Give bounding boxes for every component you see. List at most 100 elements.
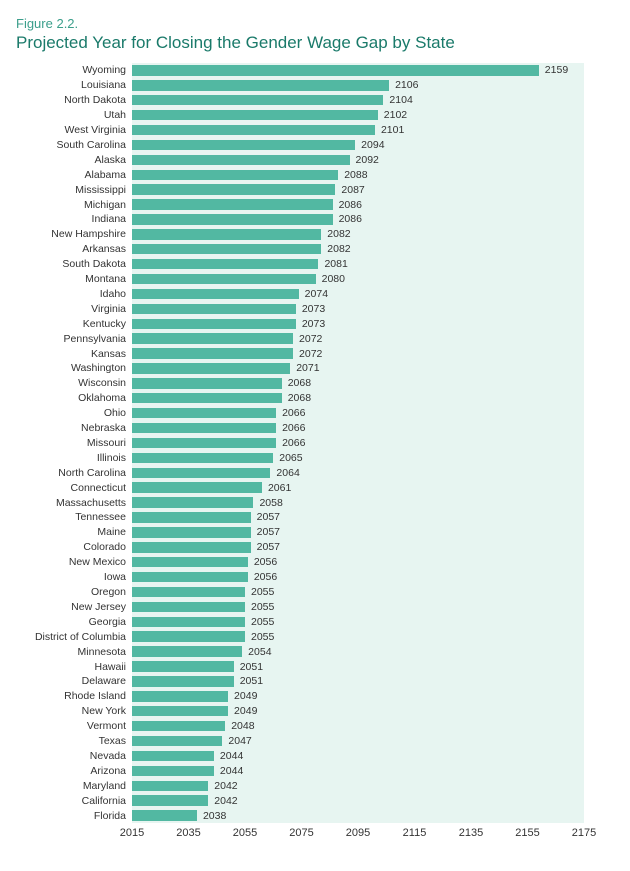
bar: 2055 bbox=[132, 587, 245, 597]
bar-row: Kansas2072 bbox=[132, 346, 584, 361]
bar: 2074 bbox=[132, 289, 299, 299]
value-label: 2068 bbox=[282, 392, 311, 404]
bar: 2082 bbox=[132, 229, 321, 239]
bar: 2101 bbox=[132, 125, 375, 135]
value-label: 2072 bbox=[293, 333, 322, 345]
bar: 2087 bbox=[132, 184, 335, 194]
bar: 2058 bbox=[132, 497, 253, 507]
bar: 2055 bbox=[132, 602, 245, 612]
category-label: Vermont bbox=[87, 720, 132, 732]
bar-row: West Virginia2101 bbox=[132, 123, 584, 138]
value-label: 2080 bbox=[316, 273, 345, 285]
bar-row: District of Columbia2055 bbox=[132, 629, 584, 644]
bar-row: Connecticut2061 bbox=[132, 480, 584, 495]
category-label: North Dakota bbox=[64, 94, 132, 106]
bar-row: South Carolina2094 bbox=[132, 138, 584, 153]
category-label: Wisconsin bbox=[78, 377, 132, 389]
x-tick: 2075 bbox=[289, 827, 313, 839]
bar: 2057 bbox=[132, 512, 251, 522]
value-label: 2088 bbox=[338, 169, 367, 181]
category-label: Mississippi bbox=[75, 184, 132, 196]
bar: 2102 bbox=[132, 110, 378, 120]
category-label: Kentucky bbox=[83, 318, 132, 330]
bar-row: Iowa2056 bbox=[132, 570, 584, 585]
x-tick: 2035 bbox=[176, 827, 200, 839]
bar-row: Alaska2092 bbox=[132, 152, 584, 167]
bar: 2072 bbox=[132, 333, 293, 343]
bar: 2104 bbox=[132, 95, 383, 105]
bar-row: Idaho2074 bbox=[132, 287, 584, 302]
bar: 2106 bbox=[132, 80, 389, 90]
value-label: 2056 bbox=[248, 556, 277, 568]
value-label: 2082 bbox=[321, 243, 350, 255]
bar-row: Indiana2086 bbox=[132, 212, 584, 227]
value-label: 2048 bbox=[225, 720, 254, 732]
value-label: 2102 bbox=[378, 109, 407, 121]
bar: 2081 bbox=[132, 259, 318, 269]
category-label: Idaho bbox=[100, 288, 132, 300]
category-label: Wyoming bbox=[82, 64, 132, 76]
bar-row: Mississippi2087 bbox=[132, 182, 584, 197]
value-label: 2044 bbox=[214, 750, 243, 762]
bar-row: South Dakota2081 bbox=[132, 257, 584, 272]
bar: 2057 bbox=[132, 527, 251, 537]
category-label: Alabama bbox=[85, 169, 132, 181]
value-label: 2086 bbox=[333, 213, 362, 225]
value-label: 2057 bbox=[251, 511, 280, 523]
bar-row: New Hampshire2082 bbox=[132, 227, 584, 242]
bar-chart: Wyoming2159Louisiana2106North Dakota2104… bbox=[132, 63, 584, 823]
bar-row: North Carolina2064 bbox=[132, 465, 584, 480]
category-label: Virginia bbox=[91, 303, 132, 315]
bar: 2086 bbox=[132, 214, 333, 224]
bar-row: Louisiana2106 bbox=[132, 78, 584, 93]
bar: 2056 bbox=[132, 557, 248, 567]
bar: 2094 bbox=[132, 140, 355, 150]
category-label: Florida bbox=[94, 810, 132, 822]
bar-row: Nevada2044 bbox=[132, 748, 584, 763]
value-label: 2064 bbox=[270, 467, 299, 479]
bar-row: Texas2047 bbox=[132, 734, 584, 749]
bar: 2048 bbox=[132, 721, 225, 731]
value-label: 2094 bbox=[355, 139, 384, 151]
category-label: South Carolina bbox=[57, 139, 132, 151]
value-label: 2044 bbox=[214, 765, 243, 777]
category-label: Ohio bbox=[104, 407, 132, 419]
value-label: 2042 bbox=[208, 780, 237, 792]
value-label: 2087 bbox=[335, 184, 364, 196]
category-label: Kansas bbox=[91, 348, 132, 360]
category-label: North Carolina bbox=[58, 467, 132, 479]
bar: 2047 bbox=[132, 736, 222, 746]
value-label: 2073 bbox=[296, 303, 325, 315]
bar: 2064 bbox=[132, 468, 270, 478]
bar-row: Oregon2055 bbox=[132, 585, 584, 600]
category-label: Maine bbox=[97, 526, 132, 538]
category-label: Connecticut bbox=[71, 482, 132, 494]
bar-row: Wyoming2159 bbox=[132, 63, 584, 78]
category-label: Alaska bbox=[94, 154, 132, 166]
x-tick: 2155 bbox=[515, 827, 539, 839]
value-label: 2055 bbox=[245, 631, 274, 643]
bar-row: Maine2057 bbox=[132, 525, 584, 540]
category-label: Utah bbox=[104, 109, 132, 121]
plot-area: Wyoming2159Louisiana2106North Dakota2104… bbox=[132, 63, 584, 823]
value-label: 2066 bbox=[276, 407, 305, 419]
figure-label: Figure 2.2. bbox=[16, 16, 614, 31]
category-label: Delaware bbox=[82, 675, 132, 687]
bar: 2068 bbox=[132, 378, 282, 388]
bar-row: Hawaii2051 bbox=[132, 659, 584, 674]
bar: 2073 bbox=[132, 304, 296, 314]
bar: 2066 bbox=[132, 408, 276, 418]
bar: 2042 bbox=[132, 795, 208, 805]
value-label: 2057 bbox=[251, 526, 280, 538]
bar: 2071 bbox=[132, 363, 290, 373]
category-label: Arizona bbox=[90, 765, 132, 777]
bar-row: Missouri2066 bbox=[132, 436, 584, 451]
value-label: 2106 bbox=[389, 79, 418, 91]
bar-row: Montana2080 bbox=[132, 272, 584, 287]
bar: 2042 bbox=[132, 781, 208, 791]
category-label: Colorado bbox=[83, 541, 132, 553]
bar: 2065 bbox=[132, 453, 273, 463]
category-label: California bbox=[82, 795, 132, 807]
chart-title: Projected Year for Closing the Gender Wa… bbox=[16, 33, 614, 53]
bar: 2049 bbox=[132, 691, 228, 701]
